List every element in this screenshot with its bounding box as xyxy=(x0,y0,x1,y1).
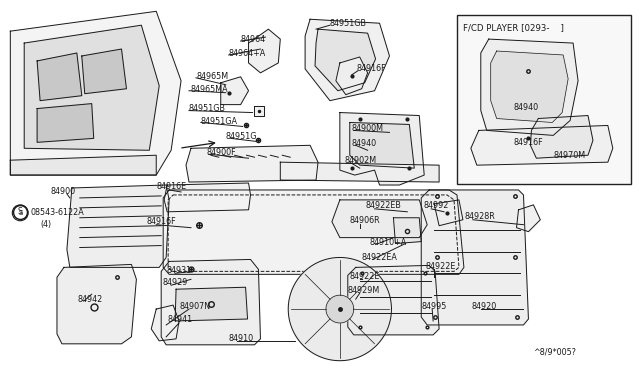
Text: 84920: 84920 xyxy=(472,302,497,311)
Polygon shape xyxy=(164,183,250,212)
Polygon shape xyxy=(10,155,156,175)
Text: 84929: 84929 xyxy=(162,278,188,287)
Polygon shape xyxy=(471,125,612,165)
Polygon shape xyxy=(255,106,264,116)
Text: 84941: 84941 xyxy=(167,315,192,324)
Text: 84951G: 84951G xyxy=(226,132,257,141)
Polygon shape xyxy=(348,265,439,335)
Text: 84964: 84964 xyxy=(241,35,266,44)
Text: 84900F: 84900F xyxy=(207,148,236,157)
Polygon shape xyxy=(248,29,280,73)
Text: 84965M: 84965M xyxy=(197,72,229,81)
Polygon shape xyxy=(481,39,578,135)
Polygon shape xyxy=(280,162,439,182)
Bar xyxy=(457,15,630,184)
Polygon shape xyxy=(315,29,376,91)
Text: (4): (4) xyxy=(40,220,51,229)
Text: 84929M: 84929M xyxy=(348,286,380,295)
Polygon shape xyxy=(37,104,93,142)
Polygon shape xyxy=(161,259,260,345)
Text: 84951GB: 84951GB xyxy=(330,19,367,28)
Text: S: S xyxy=(18,210,22,216)
Polygon shape xyxy=(82,49,127,94)
Text: ^8/9*005?: ^8/9*005? xyxy=(533,347,577,356)
Polygon shape xyxy=(163,190,464,274)
Text: 84928R: 84928R xyxy=(465,212,495,221)
Text: 84922EB: 84922EB xyxy=(365,201,401,210)
Text: 84916F: 84916F xyxy=(147,217,176,226)
Polygon shape xyxy=(305,19,390,101)
Polygon shape xyxy=(531,116,593,158)
Text: 84940: 84940 xyxy=(352,139,377,148)
Text: 84970M: 84970M xyxy=(553,151,586,160)
Text: 84916F: 84916F xyxy=(356,64,387,73)
Polygon shape xyxy=(288,257,392,361)
Text: 84922EA: 84922EA xyxy=(362,253,397,262)
Text: 84916F: 84916F xyxy=(513,138,543,147)
Text: 84964+A: 84964+A xyxy=(228,49,266,58)
Polygon shape xyxy=(350,122,414,168)
Polygon shape xyxy=(491,51,568,122)
Polygon shape xyxy=(434,200,463,226)
Text: 84922E: 84922E xyxy=(425,262,456,271)
Polygon shape xyxy=(57,264,136,344)
Text: 84992: 84992 xyxy=(423,201,449,210)
Text: 84900: 84900 xyxy=(50,187,75,196)
Polygon shape xyxy=(186,145,318,182)
Text: 84902M: 84902M xyxy=(345,156,377,165)
Polygon shape xyxy=(151,305,179,341)
Text: 84910+A: 84910+A xyxy=(370,238,407,247)
Text: 84951GB: 84951GB xyxy=(189,104,226,113)
Polygon shape xyxy=(37,53,82,101)
Text: 84995: 84995 xyxy=(421,302,447,311)
Text: 84942: 84942 xyxy=(78,295,103,304)
Text: F/CD PLAYER [0293-    ]: F/CD PLAYER [0293- ] xyxy=(463,23,564,32)
Text: S: S xyxy=(18,207,22,216)
Text: 84906R: 84906R xyxy=(350,216,380,225)
Text: 08543-6122A: 08543-6122A xyxy=(30,208,84,217)
Text: 84922E: 84922E xyxy=(350,272,380,281)
Polygon shape xyxy=(340,113,424,185)
Polygon shape xyxy=(336,57,367,95)
Polygon shape xyxy=(516,205,540,232)
Polygon shape xyxy=(394,218,421,244)
Text: 84951GA: 84951GA xyxy=(201,117,238,126)
Polygon shape xyxy=(10,11,181,175)
Polygon shape xyxy=(332,200,427,238)
Text: 84910: 84910 xyxy=(228,334,254,343)
Polygon shape xyxy=(421,190,529,325)
Text: 84931: 84931 xyxy=(166,266,191,275)
Text: 84940: 84940 xyxy=(513,103,539,112)
Text: 84900M: 84900M xyxy=(352,124,384,133)
Polygon shape xyxy=(175,287,248,321)
Polygon shape xyxy=(24,25,159,150)
Text: 84965MA: 84965MA xyxy=(191,85,228,94)
Text: 84916E: 84916E xyxy=(156,183,186,192)
Polygon shape xyxy=(221,77,248,105)
Polygon shape xyxy=(67,185,169,267)
Text: 84907N: 84907N xyxy=(179,302,210,311)
Polygon shape xyxy=(326,295,354,323)
